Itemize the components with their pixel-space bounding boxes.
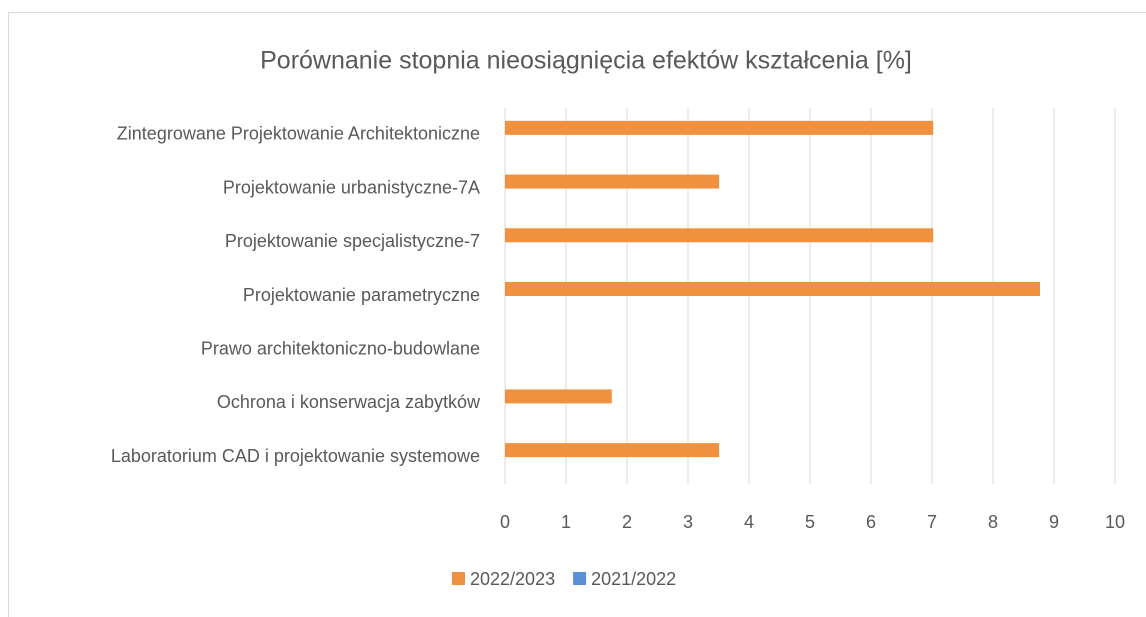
y-tick-label: Projektowanie specjalistyczne-7: [225, 231, 480, 251]
legend-swatch: [452, 572, 465, 585]
legend-label: 2022/2023: [470, 569, 555, 589]
bar: [505, 174, 720, 189]
x-tick-label: 3: [683, 512, 693, 532]
x-tick-label: 0: [500, 512, 510, 532]
bar: [505, 228, 934, 243]
bar: [505, 389, 612, 404]
x-tick-label: 9: [1049, 512, 1059, 532]
x-tick-label: 10: [1105, 512, 1125, 532]
bar: [505, 282, 1040, 296]
bar: [505, 443, 720, 458]
x-tick-label: 4: [744, 512, 754, 532]
x-tick-label: 7: [927, 512, 937, 532]
chart-frame: [8, 12, 1146, 617]
x-tick-label: 5: [805, 512, 815, 532]
y-tick-label: Laboratorium CAD i projektowanie systemo…: [111, 446, 480, 466]
y-tick-label: Prawo architektoniczno-budowlane: [201, 338, 480, 358]
legend-swatch: [573, 572, 587, 585]
y-tick-label: Ochrona i konserwacja zabytków: [217, 392, 481, 412]
y-tick-label: Projektowanie urbanistyczne-7A: [223, 177, 480, 197]
x-tick-label: 1: [561, 512, 571, 532]
legend-label: 2021/2022: [591, 569, 676, 589]
y-tick-label: Zintegrowane Projektowanie Architektonic…: [117, 124, 480, 144]
y-tick-label: Projektowanie parametryczne: [243, 285, 480, 305]
bar: [505, 120, 934, 135]
chart-title: Porównanie stopnia nieosiągnięcia efektó…: [260, 47, 912, 75]
x-tick-label: 6: [866, 512, 876, 532]
x-tick-label: 8: [988, 512, 998, 532]
x-tick-label: 2: [622, 512, 632, 532]
